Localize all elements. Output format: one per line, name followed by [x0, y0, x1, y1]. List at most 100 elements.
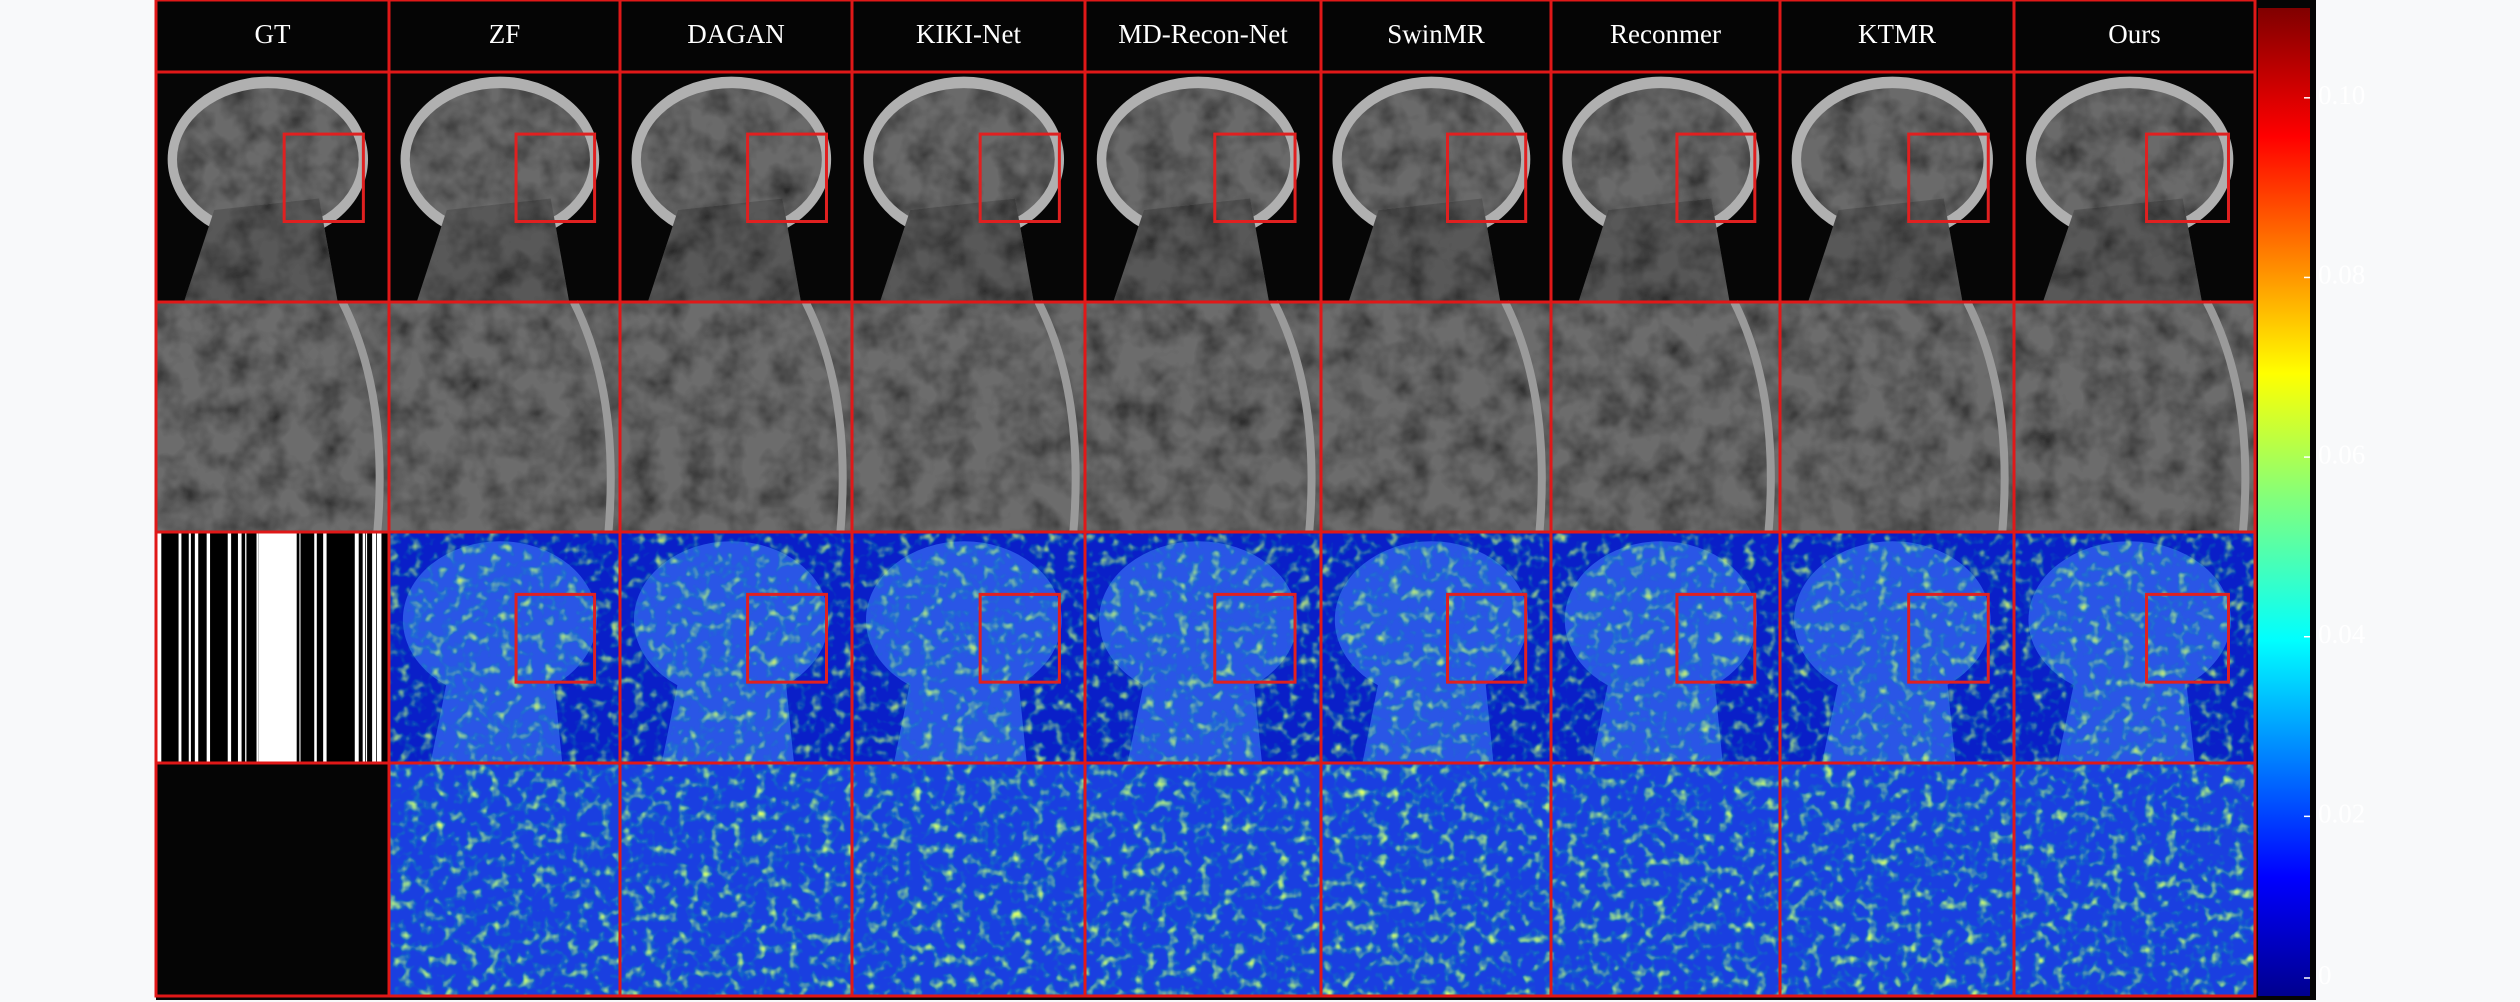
- zoom-error-noise: [1551, 763, 1780, 996]
- zoom-error-noise: [1780, 763, 2014, 996]
- zoom-box: [1213, 132, 1297, 224]
- zoom-error-noise: [389, 763, 620, 996]
- mask-line: [362, 532, 366, 763]
- figure-column: DAGAN: [618, 0, 854, 998]
- zoom-box: [1675, 132, 1757, 224]
- column-header: MD-Recon-Net: [1118, 19, 1288, 49]
- error-noise: [1780, 532, 2014, 763]
- zoom-image: [1780, 302, 2014, 532]
- error-noise: [852, 532, 1085, 763]
- figure-column: Ours: [2012, 0, 2257, 998]
- zoom-image: [852, 302, 1085, 532]
- mask-line: [188, 532, 191, 763]
- colorbar-tick-label: 0.10: [2318, 80, 2365, 110]
- cell-border: [2012, 761, 2257, 998]
- zoom-box: [2145, 132, 2230, 224]
- empty-cell: [156, 763, 389, 996]
- neck: [183, 198, 338, 302]
- mask-line: [290, 532, 294, 763]
- column-header: DAGAN: [687, 19, 785, 49]
- zoom-error-noise: [1321, 763, 1551, 996]
- zoom-skull-edge: [1963, 300, 2009, 533]
- zoom-skull-edge: [1270, 300, 1316, 533]
- zoom-image: [389, 302, 620, 532]
- mask-line: [178, 532, 182, 763]
- brain-tissue: [1341, 88, 1522, 231]
- colorbar-tick-label: 0.08: [2318, 260, 2365, 290]
- figure-column: Reconmer: [1549, 0, 1782, 998]
- zoom-error-noise: [620, 763, 852, 996]
- neck: [416, 198, 570, 302]
- brain-tissue: [176, 88, 359, 231]
- zoom-box: [1907, 132, 1990, 224]
- column-header: Ours: [2108, 19, 2161, 49]
- colorbar-tick-label: 0.02: [2318, 799, 2365, 829]
- header-cell: [154, 0, 391, 74]
- zoom-box: [1675, 592, 1757, 684]
- column-header: GT: [255, 19, 291, 49]
- zoom-image: [1321, 302, 1551, 532]
- neck: [647, 198, 801, 302]
- brain-tissue: [1106, 88, 1291, 231]
- mask-line: [156, 532, 160, 763]
- column-header: ZF: [489, 19, 521, 49]
- zoom-image: [1085, 302, 1321, 532]
- zoom-error-noise: [2014, 763, 2255, 996]
- figure-column: KTMR: [1778, 0, 2016, 998]
- brain-tissue: [640, 88, 822, 231]
- brain-tissue: [2035, 88, 2224, 231]
- zoom-error-noise: [852, 763, 1085, 996]
- mask-line: [372, 532, 377, 763]
- neck: [1808, 198, 1963, 302]
- zoom-image: [620, 302, 852, 532]
- error-noise: [620, 532, 852, 763]
- figure-column: MD-Recon-Net: [1083, 0, 1323, 998]
- neck: [1578, 198, 1730, 302]
- error-noise: [389, 532, 620, 763]
- colorbar-tick-label: 0.04: [2318, 619, 2366, 649]
- zoom-skull-edge: [1034, 300, 1080, 533]
- mask-line: [366, 532, 368, 763]
- error-noise: [2014, 532, 2255, 763]
- zoom-box: [746, 592, 828, 684]
- mask-line: [194, 532, 199, 763]
- column-header: SwinMR: [1387, 19, 1485, 49]
- zoom-box: [978, 592, 1061, 684]
- zoom-box: [1446, 592, 1528, 684]
- zoom-box: [514, 132, 597, 224]
- header-cell: [2012, 0, 2257, 74]
- mask-line: [299, 532, 301, 763]
- colorbar-tick-label: 0: [2318, 960, 2332, 990]
- mask-line: [356, 532, 359, 763]
- zoom-box: [1213, 592, 1297, 684]
- mask-line: [256, 532, 259, 763]
- neck: [1113, 198, 1270, 302]
- zoom-box: [746, 132, 828, 224]
- figure-column: ZF: [387, 0, 622, 998]
- neck: [2042, 198, 2202, 302]
- brain-tissue: [1571, 88, 1751, 231]
- mask-line: [227, 532, 232, 763]
- neck: [879, 198, 1034, 302]
- figure-column: SwinMR: [1319, 0, 1553, 998]
- figure-column: GT: [154, 0, 393, 998]
- error-noise: [1321, 532, 1551, 763]
- zoom-skull-edge: [1730, 300, 1775, 533]
- column-header: Reconmer: [1610, 19, 1721, 49]
- zoom-box: [1446, 132, 1528, 224]
- column-header: KIKI-Net: [916, 19, 1021, 49]
- zoom-error-noise: [1085, 763, 1321, 996]
- mask-line: [323, 532, 327, 763]
- mask-center: [258, 532, 292, 763]
- zoom-skull-edge: [2203, 300, 2250, 533]
- zoom-box: [282, 132, 365, 224]
- header-cell: [1778, 0, 2016, 74]
- error-noise: [1085, 532, 1321, 763]
- mask-line: [294, 532, 297, 763]
- mask-line: [314, 532, 317, 763]
- brain-tissue: [1801, 88, 1984, 231]
- zoom-skull-edge: [1501, 300, 1546, 533]
- zoom-image: [1551, 302, 1780, 532]
- brain-tissue: [409, 88, 590, 231]
